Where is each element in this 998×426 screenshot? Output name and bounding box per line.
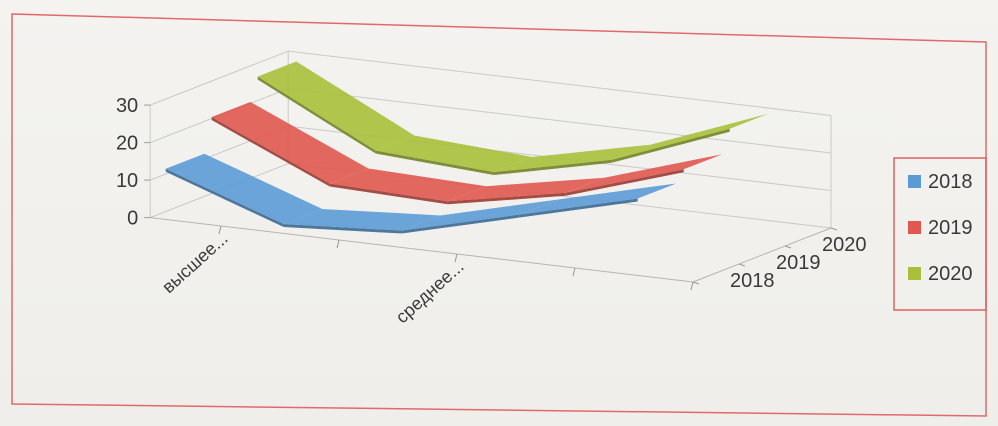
legend-label: 2020 <box>928 263 973 285</box>
x-tick-mark <box>572 267 576 277</box>
series-ribbon-2018 <box>165 153 677 234</box>
ribbon-edge <box>283 224 402 234</box>
data-point-segment <box>283 208 441 231</box>
x-category-label: среднее... <box>392 256 468 327</box>
depth-axis-label: 2019 <box>776 252 821 274</box>
data-point-segment <box>565 154 723 193</box>
y-tick-label: 30 <box>116 95 138 117</box>
legend-label: 2018 <box>928 171 973 193</box>
ribbon-edge <box>519 198 638 218</box>
data-point-segment <box>211 101 369 184</box>
data-point-segment <box>375 135 533 173</box>
depth-tick-mark <box>738 263 746 267</box>
data-point-segment <box>401 199 559 231</box>
chart-area: 0 10 20 30 высшее... среднее... 2018 2019 2020 2… <box>10 12 988 418</box>
depth-axis-label: 2018 <box>730 270 775 292</box>
series-ribbon-2020 <box>257 61 769 176</box>
depth-tick-mark <box>692 281 700 285</box>
legend-box <box>893 157 987 311</box>
legend-swatch <box>908 175 921 188</box>
ribbon-edge <box>375 150 494 176</box>
data-point-segment <box>257 61 415 151</box>
x-tick-mark <box>218 225 222 235</box>
chart-border <box>11 13 987 417</box>
ribbon-edge <box>447 192 566 205</box>
x-tick-mark <box>454 253 458 263</box>
series-ribbon-2019 <box>211 101 723 205</box>
axes <box>144 104 838 291</box>
legend-swatch <box>908 221 921 234</box>
ribbon-edge <box>165 168 284 228</box>
legend-label: 2019 <box>928 217 973 239</box>
ribbon-edge <box>611 128 730 163</box>
data-point-segment <box>329 168 487 202</box>
ribbon-edge <box>493 159 612 176</box>
depth-tick-mark <box>830 227 838 231</box>
depth-axis-label: 2020 <box>822 234 867 256</box>
ribbon-edge <box>565 169 684 196</box>
x-axis-line <box>150 217 694 283</box>
data-point-segment <box>611 113 769 160</box>
data-point-segment <box>493 144 651 173</box>
ribbon-edge <box>329 183 448 205</box>
ribbon-edge <box>257 76 376 154</box>
ribbon-edge <box>211 117 330 187</box>
x-tick-mark <box>336 239 340 249</box>
ribbon-edge <box>401 214 520 234</box>
x-category-label: высшее... <box>158 228 232 297</box>
depth-axis-line <box>692 227 832 283</box>
y-tick-label: 20 <box>116 133 138 155</box>
y-tick-label: 0 <box>127 208 138 230</box>
x-tick-mark <box>690 281 694 291</box>
legend: 2018 2019 2020 <box>893 157 987 311</box>
y-tick-label: 10 <box>116 170 138 192</box>
data-point-segment <box>165 153 323 225</box>
data-point-segment <box>519 183 677 215</box>
legend-swatch <box>908 267 921 280</box>
data-point-segment <box>447 177 605 202</box>
series-ribbons <box>165 61 769 234</box>
depth-tick-mark <box>784 245 792 249</box>
